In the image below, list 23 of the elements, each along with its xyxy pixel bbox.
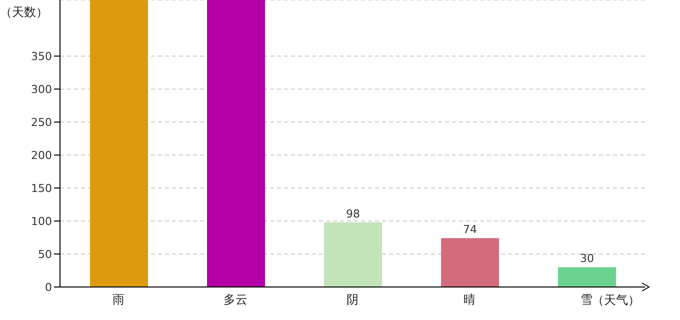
- x-tick-label: 晴: [464, 292, 476, 307]
- x-tick-label: 多云: [224, 292, 248, 307]
- x-tick-label: 阴: [346, 292, 358, 307]
- x-tick-label: 雪: [580, 292, 592, 307]
- y-tick-label: 0: [45, 280, 52, 294]
- y-tick-label: 150: [31, 182, 52, 195]
- y-tick-label: 200: [31, 148, 52, 162]
- bar: [324, 222, 382, 287]
- y-tick-label: 50: [38, 248, 52, 261]
- data-label: 74: [463, 223, 477, 236]
- data-label: 30: [580, 252, 594, 266]
- bar: [207, 0, 265, 287]
- bar: [441, 238, 499, 287]
- bar: [558, 267, 616, 287]
- bar: [90, 0, 148, 287]
- data-label: 98: [346, 207, 360, 220]
- y-axis-title: （天数）: [0, 4, 48, 21]
- x-axis-title: （天气）: [592, 292, 640, 309]
- y-tick-label: 250: [31, 116, 52, 129]
- y-tick-label: 350: [31, 50, 52, 63]
- y-tick-label: 300: [31, 82, 52, 96]
- x-tick-label: 雨: [112, 292, 124, 307]
- y-tick-label: 100: [31, 214, 52, 228]
